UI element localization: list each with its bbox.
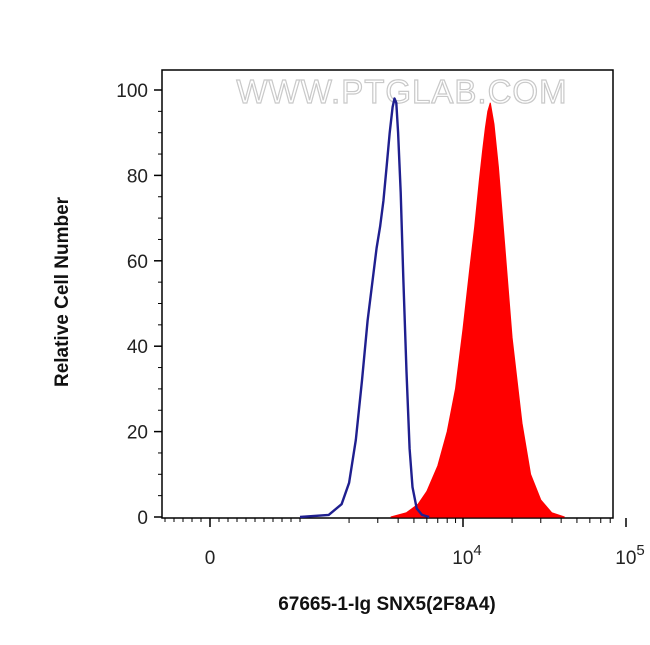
- watermark-text: WWW.PTGLAB.COM: [236, 73, 567, 110]
- y-tick-label: 80: [127, 166, 148, 187]
- series-filled-red: [390, 102, 565, 518]
- plot-frame: [161, 69, 614, 519]
- y-tick-label: 60: [127, 252, 148, 273]
- x-axis: 0 104 105: [164, 518, 645, 569]
- y-axis: 0 20 40 60 80 100: [116, 81, 162, 529]
- y-tick-label: 100: [116, 81, 148, 102]
- y-tick-label: 0: [137, 508, 148, 529]
- series-outline-blue: [299, 97, 430, 519]
- x-tick-label: 105: [615, 542, 644, 569]
- y-axis-title: Relative Cell Number: [52, 196, 73, 387]
- y-tick-label: 40: [127, 337, 148, 358]
- x-axis-title: 67665-1-Ig SNX5(2F8A4): [278, 594, 496, 615]
- x-tick-label: 104: [452, 542, 481, 569]
- y-tick-label: 20: [127, 423, 148, 444]
- x-tick-label: 0: [205, 548, 216, 569]
